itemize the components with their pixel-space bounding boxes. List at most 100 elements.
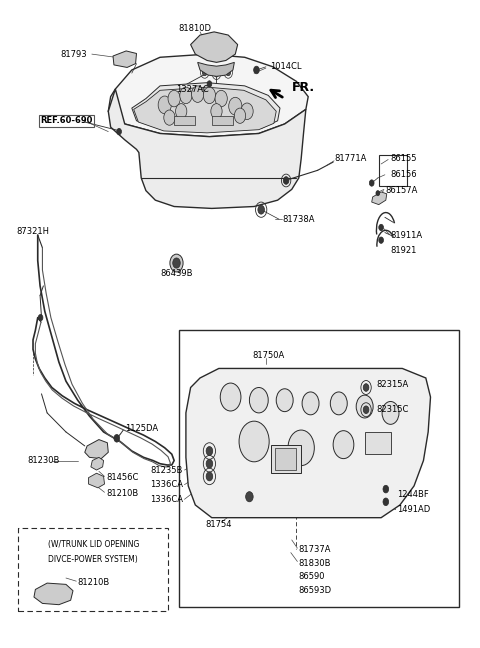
Circle shape [241,103,253,119]
Bar [379,155,407,185]
Circle shape [95,461,99,467]
Text: 81210B: 81210B [78,578,110,587]
Circle shape [158,96,171,114]
Text: 86439B: 86439B [160,269,192,278]
Text: (W/TRUNK LID OPENING: (W/TRUNK LID OPENING [48,540,139,550]
Circle shape [180,87,192,104]
Circle shape [114,435,120,442]
Text: 81738A: 81738A [282,214,315,224]
Circle shape [333,431,354,459]
Circle shape [379,224,384,231]
Text: 1327AC: 1327AC [177,84,209,93]
Text: 1336CA: 1336CA [150,495,182,503]
Circle shape [239,421,269,462]
Text: 81230B: 81230B [27,456,60,465]
Text: 1336CA: 1336CA [150,480,182,489]
Bar [365,432,391,454]
Text: FR.: FR. [292,80,315,93]
Text: 81235B: 81235B [150,465,182,474]
Text: 81771A: 81771A [334,154,366,163]
Circle shape [118,54,125,65]
Text: 82315C: 82315C [376,405,409,414]
Polygon shape [113,51,136,67]
Circle shape [221,41,230,54]
Circle shape [215,42,218,47]
Circle shape [89,445,95,453]
Polygon shape [191,32,238,62]
Circle shape [220,383,241,411]
Text: 1014CL: 1014CL [271,62,302,71]
Polygon shape [108,54,308,137]
Circle shape [204,87,216,104]
Text: DIVCE-POWER SYSTEM): DIVCE-POWER SYSTEM) [48,555,138,564]
Circle shape [206,459,213,468]
Circle shape [356,395,373,418]
Text: 86590: 86590 [299,572,325,581]
Circle shape [379,237,384,244]
Circle shape [98,444,104,452]
Text: REF.60-690: REF.60-690 [40,116,93,125]
Circle shape [276,389,293,411]
Circle shape [203,69,207,76]
Text: 81911A: 81911A [391,231,423,240]
Circle shape [204,41,213,54]
Text: 81921: 81921 [391,246,417,255]
Circle shape [363,384,369,391]
Circle shape [383,485,389,493]
Text: 86156: 86156 [391,170,417,179]
Bar [212,117,233,125]
Bar [179,330,459,607]
Circle shape [224,45,228,50]
Polygon shape [91,457,104,470]
Bar [271,445,301,473]
Circle shape [376,191,380,196]
Circle shape [302,392,319,415]
Circle shape [215,90,228,107]
Circle shape [212,38,221,51]
Text: 1125DA: 1125DA [125,424,158,434]
Circle shape [363,406,369,413]
Circle shape [192,86,204,102]
Circle shape [206,472,213,481]
Circle shape [46,588,53,597]
Circle shape [164,110,175,125]
Circle shape [288,430,314,466]
Polygon shape [134,87,276,133]
Circle shape [228,97,242,115]
Text: 81754: 81754 [205,520,232,529]
Bar [18,529,168,611]
Circle shape [383,498,389,505]
Circle shape [226,69,230,76]
Text: 81210B: 81210B [106,489,138,498]
Text: 81737A: 81737A [299,545,331,554]
Circle shape [207,81,212,87]
Polygon shape [34,583,73,605]
Polygon shape [372,192,387,205]
Bar [174,117,195,125]
Circle shape [117,128,121,135]
Circle shape [168,90,180,107]
Text: 81750A: 81750A [252,351,284,360]
Text: 1491AD: 1491AD [397,505,431,514]
Circle shape [250,388,268,413]
Circle shape [382,402,399,424]
Polygon shape [132,83,280,132]
Circle shape [370,180,374,186]
Text: 86155: 86155 [391,154,417,163]
Circle shape [246,492,253,502]
Text: 86593D: 86593D [299,586,332,596]
Text: 81456C: 81456C [106,473,138,482]
Circle shape [176,104,187,119]
Circle shape [170,254,183,272]
Circle shape [58,585,64,594]
Circle shape [283,177,289,184]
Circle shape [38,314,43,321]
Polygon shape [186,369,431,518]
Circle shape [253,66,259,74]
Circle shape [234,108,246,123]
Polygon shape [88,473,105,488]
Polygon shape [108,89,306,209]
Text: 81830B: 81830B [299,559,331,568]
Circle shape [128,53,134,62]
Bar [275,448,297,470]
